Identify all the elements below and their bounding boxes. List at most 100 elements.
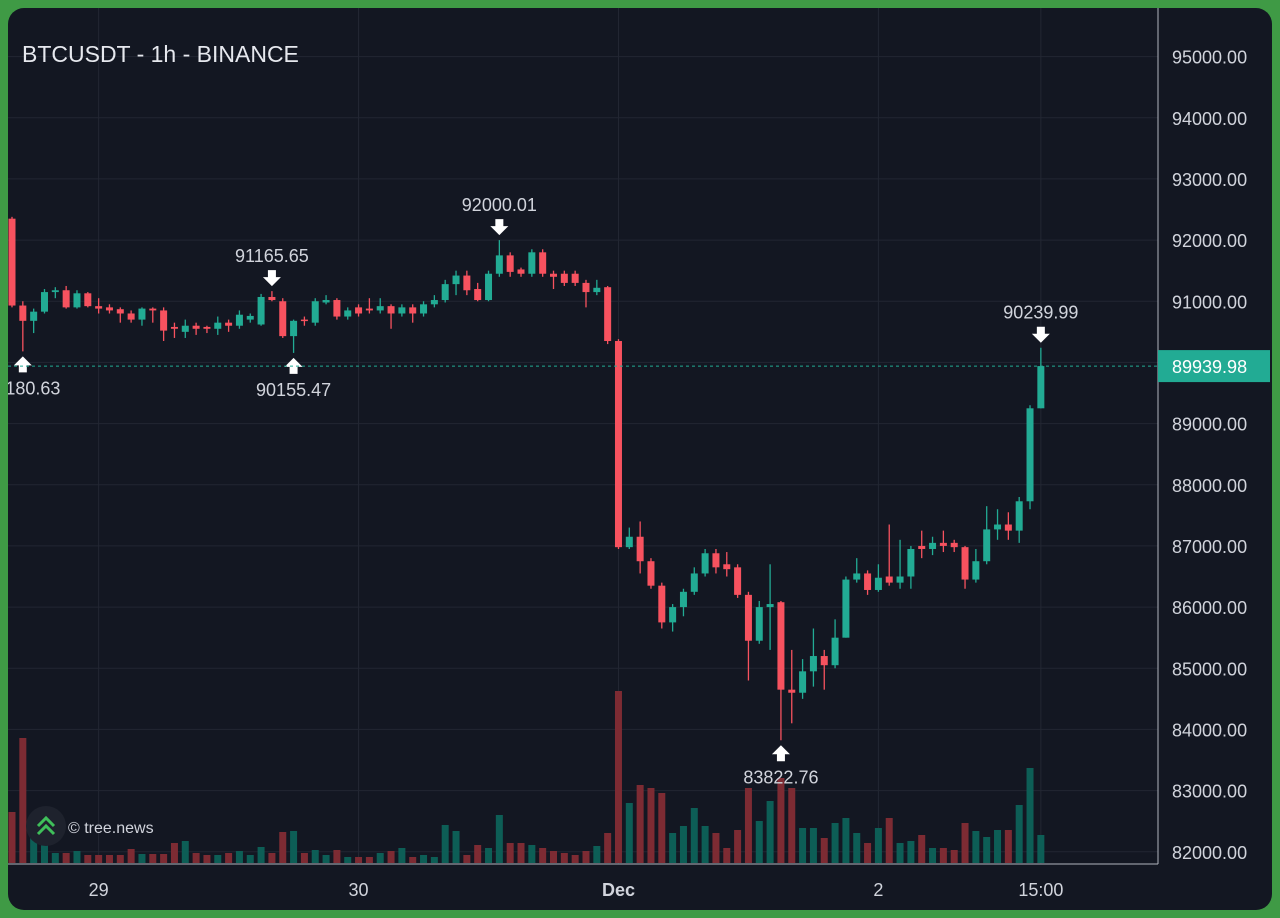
- volume-bar: [40, 845, 48, 863]
- candle-body: [170, 326, 178, 329]
- candle-body: [300, 319, 308, 322]
- candle-body: [799, 671, 807, 693]
- candle-body: [19, 305, 27, 321]
- candle-body: [809, 656, 817, 672]
- volume-bar: [300, 853, 308, 863]
- candle-body: [203, 326, 211, 329]
- candle-body: [1004, 524, 1012, 531]
- volume-bar: [8, 812, 16, 863]
- y-tick-label: 85000.00: [1172, 659, 1247, 679]
- volume-bar: [149, 854, 157, 863]
- volume-bar: [896, 843, 904, 863]
- candle-body: [1026, 408, 1034, 502]
- x-tick-label: Dec: [602, 880, 635, 900]
- volume-bar: [820, 838, 828, 863]
- candle-body: [550, 273, 557, 277]
- volume-bar: [994, 830, 1002, 863]
- candle-body: [885, 576, 893, 583]
- y-tick-label: 83000.00: [1172, 782, 1247, 802]
- volume-bar: [235, 851, 243, 863]
- candle-body: [365, 308, 373, 311]
- marker-arrow: [262, 270, 281, 287]
- volume-bar: [734, 830, 742, 863]
- candle-body: [311, 301, 319, 323]
- volume-bar: [1004, 830, 1012, 863]
- candle-body: [864, 573, 872, 590]
- candle-body: [441, 284, 449, 301]
- volume-bar: [831, 823, 839, 863]
- volume-bar: [225, 853, 233, 863]
- volume-bar: [864, 843, 872, 863]
- volume-bar: [409, 857, 417, 863]
- candle-body: [8, 218, 16, 306]
- candle-body: [192, 325, 200, 329]
- candle-body: [225, 322, 233, 326]
- candle-body: [820, 656, 828, 666]
- volume-bar: [788, 788, 796, 863]
- volume-bar: [571, 855, 579, 863]
- candle-body: [420, 304, 428, 314]
- volume-bar: [853, 833, 861, 863]
- volume-bar: [701, 826, 709, 863]
- candle-body: [84, 293, 92, 307]
- volume-bar: [30, 838, 38, 863]
- panel: [8, 8, 1272, 910]
- candle-body: [73, 293, 81, 308]
- y-tick-label: 94000.00: [1172, 109, 1247, 129]
- candle-body: [409, 307, 417, 314]
- volume-bar: [950, 850, 958, 863]
- candle-body: [51, 290, 59, 293]
- candle-body: [614, 341, 622, 548]
- volume-bar: [625, 803, 633, 863]
- candle-body: [149, 308, 157, 311]
- volume-bar: [246, 855, 254, 863]
- volume-bar: [290, 831, 298, 863]
- volume-bar: [333, 850, 341, 863]
- marker-arrow: [490, 219, 509, 236]
- volume-bar: [658, 793, 666, 863]
- candle-body: [333, 300, 341, 317]
- volume-bar: [874, 828, 882, 863]
- candle-body: [788, 689, 796, 693]
- volume-bar: [160, 854, 168, 863]
- candle-body: [62, 290, 70, 308]
- y-tick-label: 86000.00: [1172, 598, 1247, 618]
- candle-body: [766, 604, 774, 608]
- watermark: © tree.news: [68, 820, 154, 837]
- y-tick-label: 88000.00: [1172, 476, 1247, 496]
- candle-body: [181, 325, 189, 332]
- candle-body: [874, 577, 882, 590]
- candle-body: [355, 307, 363, 314]
- volume-bar: [777, 778, 785, 863]
- candle-body: [625, 536, 633, 548]
- candle-body: [961, 547, 969, 580]
- volume-bar: [365, 857, 373, 863]
- x-tick-label: 2: [873, 880, 883, 900]
- candle-body: [539, 252, 547, 274]
- candle-body: [755, 607, 763, 641]
- candle-body: [474, 289, 482, 301]
- volume-bar: [170, 843, 178, 863]
- y-tick-label: 92000.00: [1172, 231, 1247, 251]
- volume-bar: [972, 831, 980, 863]
- y-tick-label: 82000.00: [1172, 843, 1247, 863]
- candle-body: [983, 529, 991, 562]
- volume-bar: [116, 855, 124, 863]
- candle-body: [582, 282, 590, 293]
- candle-body: [690, 573, 698, 592]
- volume-bar: [127, 849, 135, 863]
- candle-body: [636, 536, 644, 562]
- candle-body: [918, 545, 926, 549]
- candle-body: [235, 314, 243, 326]
- volume-bar: [744, 788, 752, 863]
- candle-body: [279, 301, 287, 337]
- volume-bar: [582, 851, 590, 863]
- volume-bar: [712, 833, 720, 863]
- candle-body: [95, 306, 103, 309]
- volume-bar: [463, 855, 471, 863]
- volume-bar: [961, 823, 969, 863]
- candle-body: [907, 548, 915, 577]
- high-label: 91165.65: [235, 246, 309, 266]
- volume-bar: [647, 788, 655, 863]
- volume-bar: [398, 848, 406, 863]
